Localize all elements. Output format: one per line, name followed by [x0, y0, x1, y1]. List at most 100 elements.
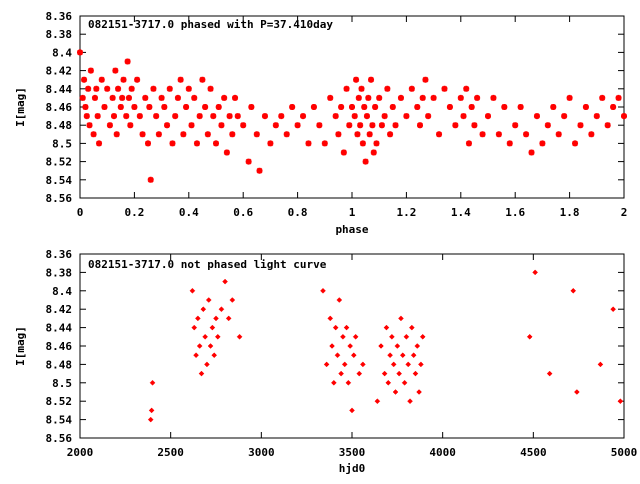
data-point — [383, 324, 390, 331]
chart-panel-1: 8.36 8.38 8.4 8.42 8.44 8.46 8.48 8.5 8.52 8.54 8.… — [14, 10, 627, 236]
data-point — [127, 122, 134, 129]
y-tick-label: 8.36 — [46, 248, 73, 261]
data-point — [340, 149, 347, 156]
data-point — [610, 306, 616, 313]
data-point — [245, 158, 252, 165]
data-point — [115, 85, 122, 92]
data-point — [86, 122, 93, 129]
data-point — [471, 122, 478, 129]
data-point — [209, 324, 216, 331]
data-point — [158, 94, 165, 101]
data-point — [389, 333, 395, 340]
data-point — [374, 398, 381, 405]
data-point — [305, 140, 312, 147]
data-point — [572, 140, 579, 147]
y-tick-label: 8.5 — [52, 377, 72, 390]
data-point — [349, 104, 355, 110]
data-point — [321, 140, 328, 147]
data-point — [120, 76, 127, 83]
x-tick-label: 0 — [77, 206, 84, 219]
data-point — [387, 352, 393, 359]
x-tick-label: 3000 — [248, 446, 275, 459]
data-point — [407, 398, 413, 405]
data-point — [323, 361, 330, 368]
data-point — [174, 94, 181, 101]
data-point — [460, 113, 467, 120]
data-point — [234, 113, 241, 120]
data-point — [357, 122, 364, 129]
data-point — [205, 297, 212, 303]
data-point — [229, 131, 236, 138]
data-point — [161, 104, 168, 110]
data-point — [390, 361, 397, 368]
data-point — [94, 113, 101, 120]
chart-title: 082151-3717.0 not phased light curve — [88, 258, 327, 271]
data-point — [463, 85, 470, 92]
y-tick-label: 8.46 — [46, 101, 73, 114]
y-tick-label: 8.42 — [46, 303, 73, 316]
data-point — [145, 140, 151, 147]
data-point — [340, 333, 346, 340]
x-tick-label: 2 — [621, 206, 628, 219]
data-point — [414, 343, 421, 349]
data-point — [346, 122, 353, 129]
data-point — [517, 104, 524, 110]
data-point — [347, 343, 354, 349]
data-point — [403, 333, 410, 340]
data-point — [316, 122, 323, 129]
data-point — [329, 343, 335, 349]
data-point — [210, 113, 217, 120]
data-point — [353, 76, 360, 83]
data-point — [142, 94, 149, 101]
data-point — [366, 131, 373, 138]
data-point — [416, 389, 422, 395]
y-tick-label: 8.54 — [46, 174, 73, 187]
data-point — [501, 104, 508, 110]
data-point — [98, 76, 105, 83]
data-point — [128, 85, 135, 92]
y-tick-label: 8.48 — [46, 119, 73, 132]
y-tick-label: 8.4 — [52, 285, 72, 298]
data-point — [418, 361, 424, 368]
data-point — [148, 407, 155, 414]
data-point — [225, 315, 232, 322]
data-point — [204, 361, 210, 368]
data-point — [90, 131, 97, 138]
data-point — [343, 324, 350, 331]
data-point — [327, 94, 334, 101]
data-point — [555, 131, 562, 138]
y-axis-label: I[mag] — [14, 87, 27, 127]
data-point — [617, 398, 624, 405]
data-point — [546, 370, 553, 377]
data-point — [101, 104, 108, 110]
data-point — [441, 85, 448, 92]
data-point — [410, 352, 417, 359]
data-point — [408, 324, 415, 331]
x-axis-label: hjd0 — [339, 462, 366, 475]
data-point — [331, 379, 337, 386]
data-point — [381, 370, 388, 377]
x-tick-label: 2500 — [157, 446, 184, 459]
data-point — [77, 49, 83, 56]
x-tick-label: 1.4 — [451, 206, 471, 219]
x-tick-label: 1.6 — [505, 206, 525, 219]
data-point — [341, 361, 348, 368]
data-point — [177, 76, 184, 83]
data-point — [166, 85, 173, 92]
data-point — [267, 140, 274, 147]
data-point — [191, 94, 198, 101]
y-axis-label: I[mag] — [14, 326, 27, 366]
y-tick-label: 8.5 — [52, 137, 72, 150]
data-point — [91, 94, 98, 101]
data-point — [199, 76, 206, 83]
data-point — [193, 140, 200, 147]
data-point — [125, 94, 132, 101]
data-point — [528, 149, 535, 156]
data-point — [539, 140, 546, 147]
data-point — [104, 85, 111, 92]
data-point — [373, 140, 380, 147]
data-point — [96, 140, 103, 147]
data-point — [211, 352, 218, 359]
data-point — [506, 140, 513, 147]
data-point — [147, 176, 154, 183]
